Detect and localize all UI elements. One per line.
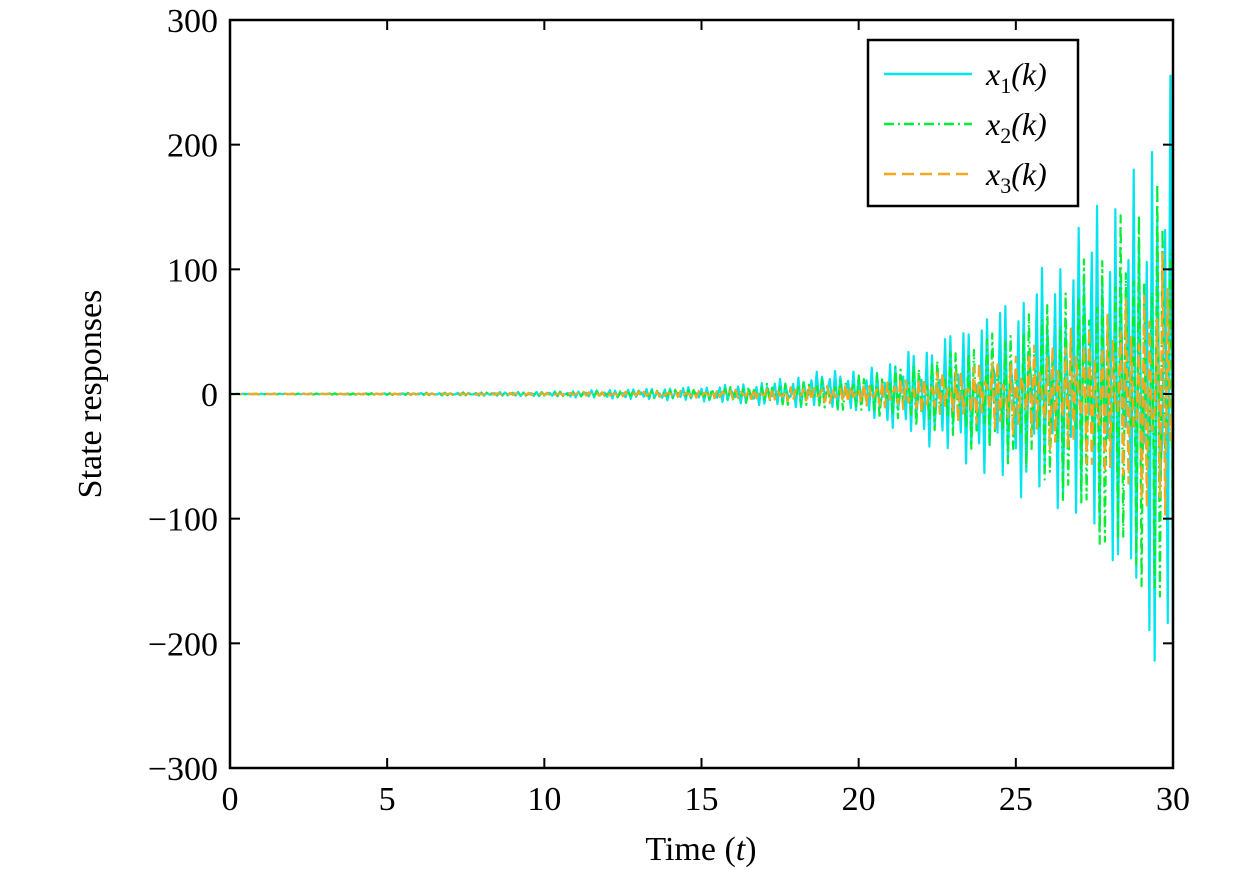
legend: x1(k)x2(k)x3(k) (866, 38, 1080, 208)
y-tick-label: −200 (148, 626, 218, 663)
legend-box (866, 38, 1080, 208)
legend-label-sub: 1 (1000, 73, 1011, 98)
y-tick-label: 300 (167, 3, 218, 40)
legend-label-2: x2(k) (985, 106, 1047, 148)
y-tick-label: 100 (167, 252, 218, 289)
x-tick-label: 5 (379, 781, 396, 818)
legend-label-sub: 2 (1000, 123, 1011, 148)
legend-label-var: x (985, 106, 1000, 142)
legend-label-arg: (k) (1011, 56, 1047, 92)
y-axis-label: State responses (72, 290, 109, 499)
x-axis-label-var: t (736, 831, 747, 868)
y-tick-label: 200 (167, 128, 218, 165)
x-axis-label: Time (t) (645, 831, 756, 868)
x-tick-label: 10 (527, 781, 561, 818)
series-layer (229, 74, 1175, 662)
legend-label-var: x (985, 156, 1000, 192)
x-tick-label: 20 (842, 781, 876, 818)
legend-label-arg: (k) (1011, 156, 1047, 192)
y-tick-label: 0 (201, 377, 218, 414)
legend-label-1: x1(k) (985, 56, 1047, 98)
legend-label-var: x (985, 56, 1000, 92)
y-tick-label: −300 (148, 751, 218, 788)
x-tick-label: 15 (685, 781, 719, 818)
x-tick-label: 0 (222, 781, 239, 818)
x-axis-label-prefix: Time ( (645, 831, 735, 868)
x-axis-label-suffix: ) (745, 831, 756, 868)
series-line-3 (229, 252, 1175, 516)
x-tick-label: 30 (1156, 781, 1190, 818)
legend-label-3: x3(k) (985, 156, 1047, 198)
legend-label-arg: (k) (1011, 106, 1047, 142)
ticks-layer: 0 5 10 15 20 25 30 −300 −200 −100 0 100 200 300 (148, 3, 1190, 818)
legend-label-sub: 3 (1000, 173, 1011, 198)
y-tick-label: −100 (148, 502, 218, 539)
x-tick-label: 25 (999, 781, 1033, 818)
